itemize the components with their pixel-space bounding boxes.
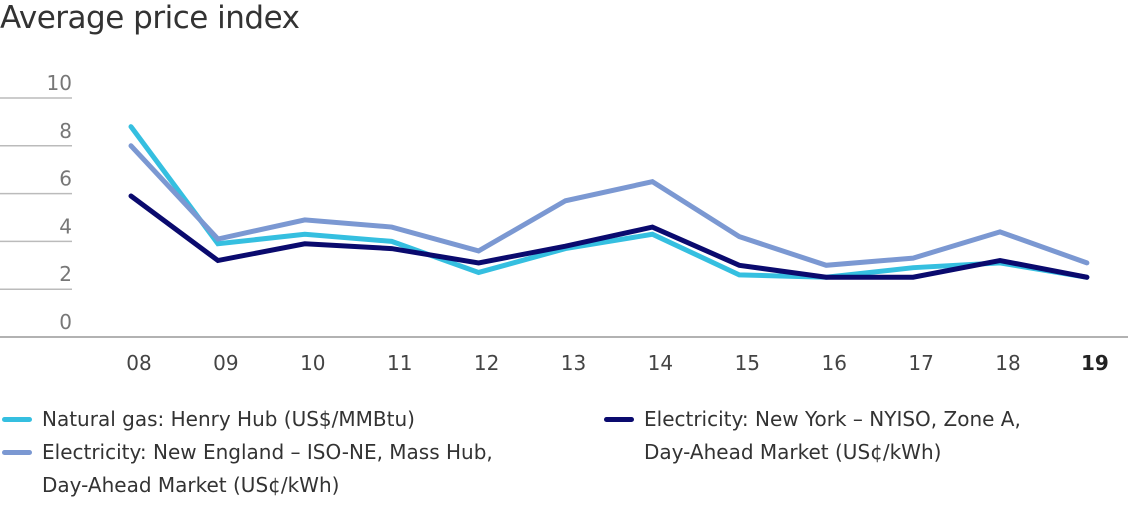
legend-label: Day-Ahead Market (US¢/kWh): [42, 473, 340, 497]
series-line-1: [128, 124, 1090, 280]
y-tick-label: 8: [59, 119, 72, 143]
x-tick-label: 19: [1081, 351, 1109, 375]
legend-label: Day-Ahead Market (US¢/kWh): [644, 440, 942, 464]
x-tick-label: 18: [995, 351, 1020, 375]
y-tick-label: 0: [59, 310, 72, 334]
y-tick-label: 10: [47, 71, 72, 95]
x-tick-label: 11: [387, 351, 412, 375]
legend-column-1: Natural gas: Henry Hub (US$/MMBtu) Elect…: [0, 403, 493, 502]
x-tick-label: 13: [561, 351, 586, 375]
line-chart: 0 2 4 6 8 10 08 09 10 11 12 13 14 15 16 17 18 19: [0, 71, 1128, 375]
y-tick-label: 6: [59, 167, 72, 191]
legend-label: Electricity: New York – NYISO, Zone A,: [644, 407, 1021, 431]
x-tick-label: 12: [474, 351, 499, 375]
x-tick-label: 16: [821, 351, 846, 375]
legend-column-2: Electricity: New York – NYISO, Zone A, D…: [602, 403, 1021, 469]
legend-swatch: [2, 417, 32, 422]
x-tick-label: 08: [126, 351, 151, 375]
legend-item-henry-hub: Natural gas: Henry Hub (US$/MMBtu): [0, 403, 493, 436]
legend-label: Natural gas: Henry Hub (US$/MMBtu): [42, 407, 415, 431]
legend-label: Electricity: New England – ISO-NE, Mass …: [42, 440, 493, 464]
x-tick-label: 15: [735, 351, 760, 375]
series-line-2: [128, 143, 1090, 268]
legend-swatch: [2, 450, 32, 455]
x-tick-label: 14: [648, 351, 673, 375]
x-tick-label: 10: [300, 351, 325, 375]
chart-title: Average price index: [0, 0, 300, 36]
legend-item-nyiso: Electricity: New York – NYISO, Zone A, D…: [602, 403, 1021, 469]
y-tick-label: 4: [59, 214, 72, 238]
series-line-3: [128, 193, 1090, 280]
x-tick-label: 17: [908, 351, 933, 375]
legend-item-iso-ne: Electricity: New England – ISO-NE, Mass …: [0, 436, 493, 502]
y-tick-label: 2: [59, 262, 72, 286]
legend-swatch: [604, 417, 634, 422]
x-tick-label: 09: [213, 351, 238, 375]
